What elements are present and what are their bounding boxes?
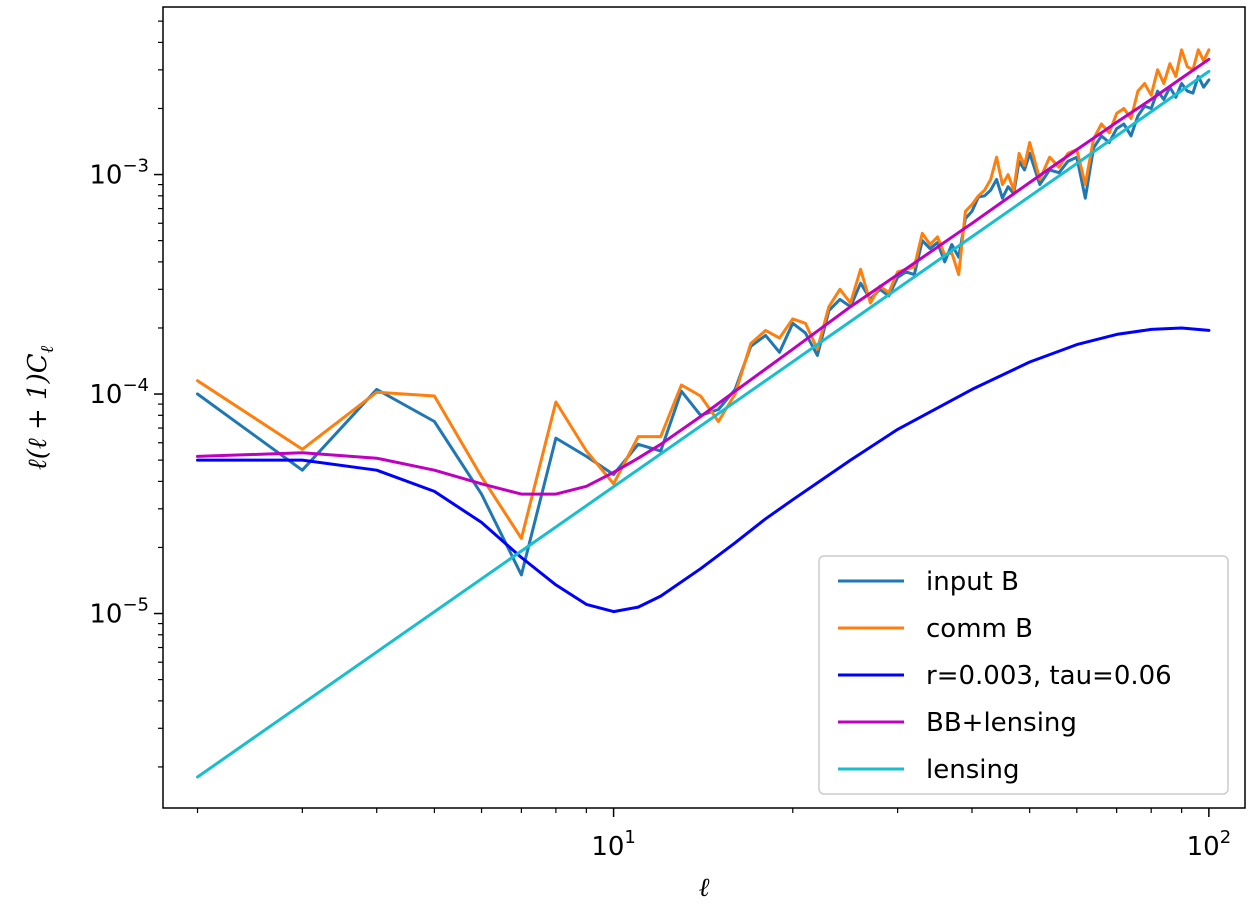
x-tick-label: 102 bbox=[1187, 827, 1232, 862]
legend-label: lensing bbox=[926, 755, 1019, 785]
series-line-4 bbox=[196, 69, 1211, 779]
x-axis-label: ℓ bbox=[699, 873, 710, 903]
series-line-3 bbox=[196, 57, 1211, 496]
ticks-layer: 101 102 10−5 10−4 10−3 bbox=[89, 20, 1232, 862]
series-line-2 bbox=[196, 326, 1211, 614]
series-layer bbox=[196, 48, 1211, 779]
plot-frame bbox=[162, 6, 1246, 809]
legend-box bbox=[818, 555, 1229, 795]
legend: input B comm B r=0.003, tau=0.06 BB+lensing… bbox=[818, 555, 1229, 795]
y-tick-label: 10−5 bbox=[89, 595, 149, 630]
x-tick-label: 101 bbox=[591, 827, 636, 862]
y-tick-label: 10−4 bbox=[89, 375, 149, 410]
labels-layer: ℓ ℓ(ℓ + 1)Cℓ bbox=[23, 345, 710, 903]
legend-label: input B bbox=[926, 567, 1019, 597]
legend-label: BB+lensing bbox=[926, 708, 1077, 738]
legend-label: comm B bbox=[926, 614, 1033, 644]
y-axis-label: ℓ(ℓ + 1)Cℓ bbox=[23, 345, 58, 470]
y-tick-label: 10−3 bbox=[89, 156, 149, 191]
legend-label: r=0.003, tau=0.06 bbox=[926, 661, 1172, 691]
